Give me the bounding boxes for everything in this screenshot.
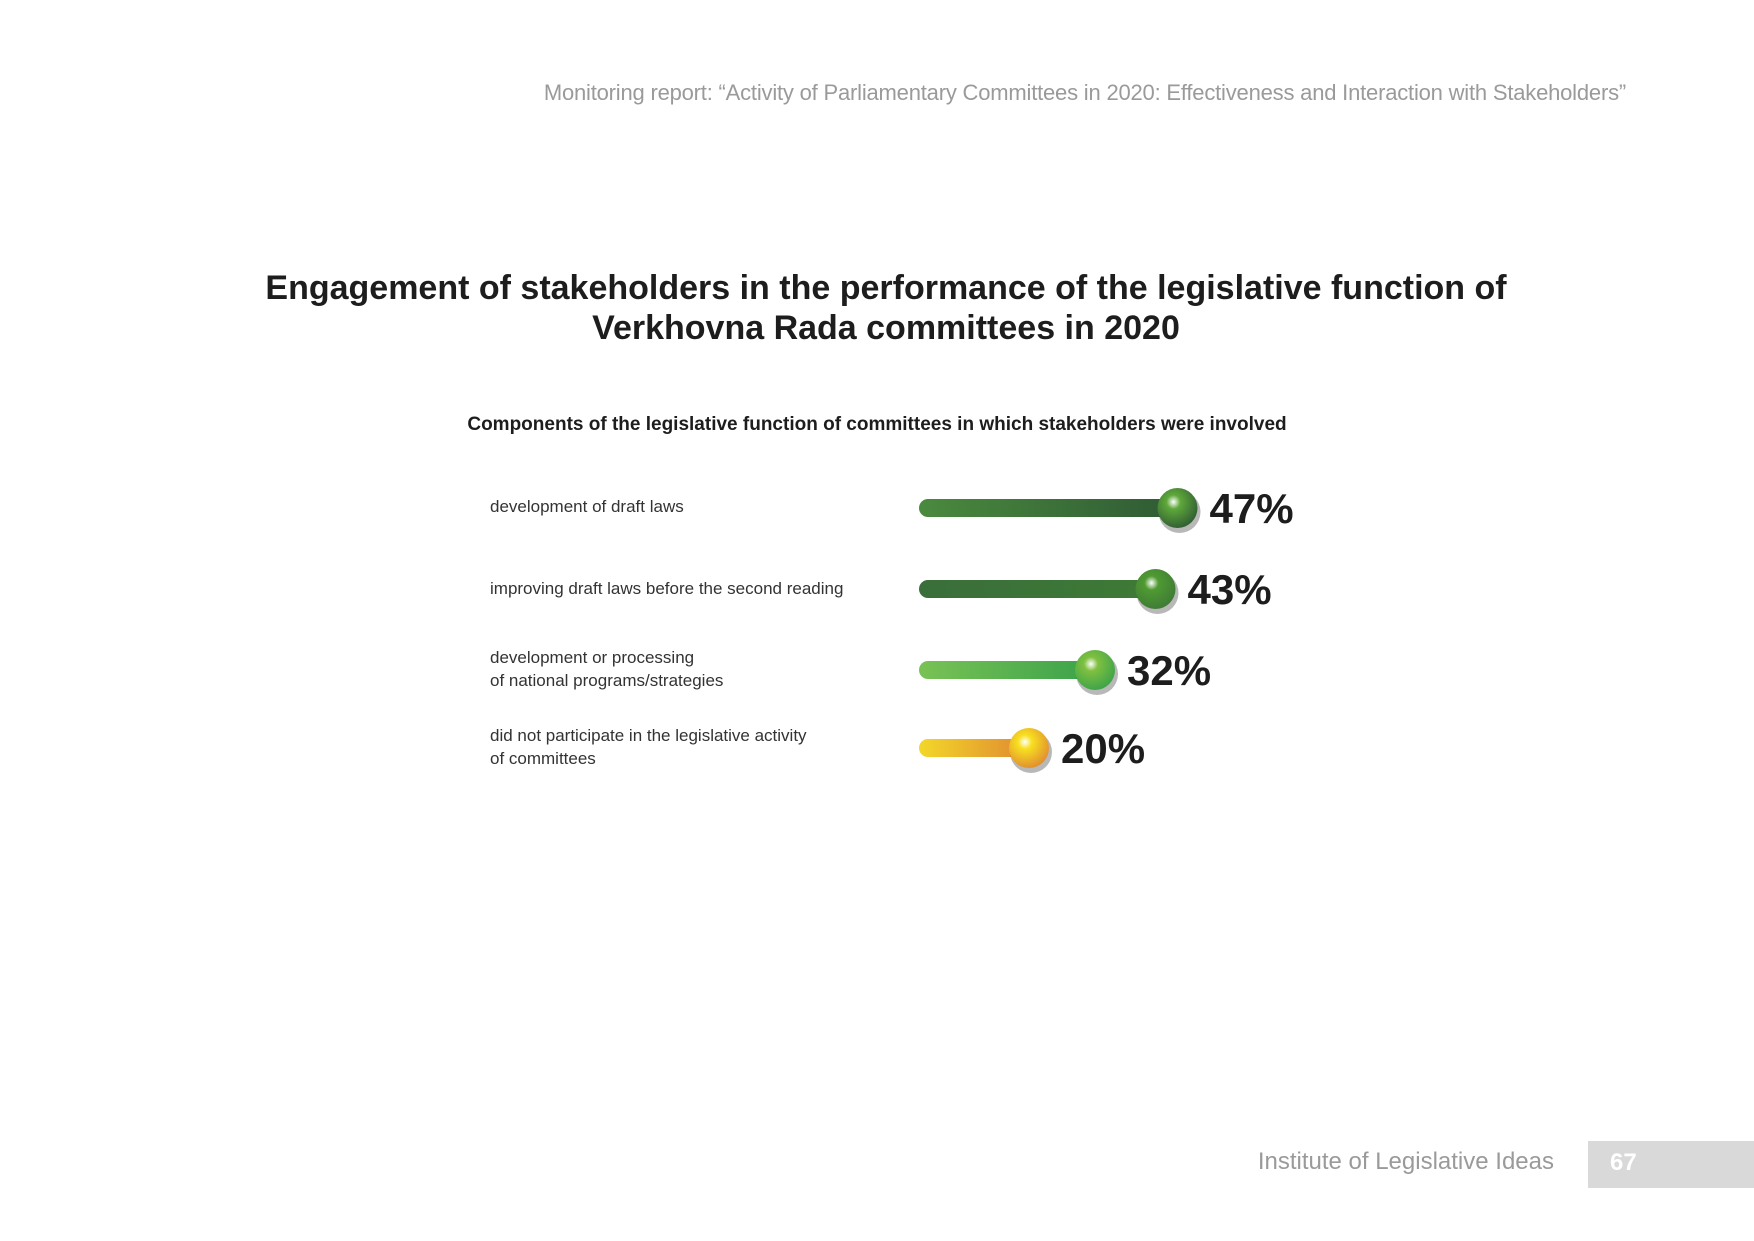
bar bbox=[919, 739, 1029, 757]
bar-knob bbox=[1157, 488, 1198, 528]
bar-knob-shadow bbox=[1136, 572, 1179, 614]
category-label: improving draft laws before the second r… bbox=[490, 579, 844, 598]
footer-institute: Institute of Legislative Ideas bbox=[1257, 1148, 1554, 1175]
data-label: 43% bbox=[1188, 566, 1272, 613]
bar bbox=[919, 661, 1095, 679]
report-header: Monitoring report: “Activity of Parliame… bbox=[543, 80, 1626, 105]
category-label: development or processing of national pr… bbox=[490, 648, 724, 690]
bar-knob bbox=[1135, 569, 1176, 609]
bar-knob bbox=[1075, 650, 1115, 690]
title-line-2: Verkhovna Rada committees in 2020 bbox=[592, 309, 1180, 347]
chart-subtitle: Components of the legislative function o… bbox=[467, 414, 1287, 435]
bar bbox=[919, 580, 1156, 598]
bar-knob-shadow bbox=[1158, 491, 1201, 533]
category-label: did not participate in the legislative a… bbox=[490, 726, 807, 768]
data-label: 47% bbox=[1210, 485, 1294, 532]
category-label: development of draft laws bbox=[490, 497, 684, 516]
bar bbox=[919, 499, 1178, 517]
title-line-1: Engagement of stakeholders in the perfor… bbox=[265, 269, 1507, 307]
data-label: 32% bbox=[1127, 647, 1211, 694]
page-number-box: 67 bbox=[1588, 1141, 1754, 1188]
bar-knob bbox=[1009, 728, 1049, 768]
page-number: 67 bbox=[1610, 1149, 1637, 1176]
bar-knob-shadow bbox=[1010, 731, 1052, 773]
data-label: 20% bbox=[1061, 725, 1145, 772]
bar-knob-shadow bbox=[1076, 653, 1118, 695]
page-title: Engagement of stakeholders in the perfor… bbox=[0, 268, 1754, 348]
